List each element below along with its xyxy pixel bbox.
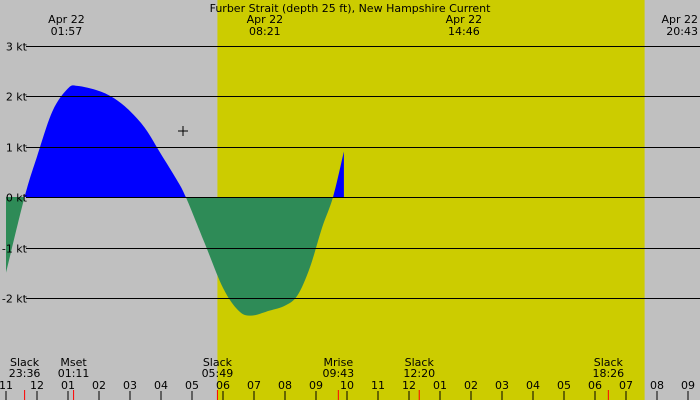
gridlines	[26, 46, 700, 299]
top-label-time: 01:57	[51, 25, 83, 38]
y-tick-label: -2 kt	[2, 293, 28, 306]
top-label-time: 14:46	[448, 25, 480, 38]
hour-tick-label: 04	[526, 379, 540, 392]
event-time: 05:49	[202, 367, 234, 380]
chart-title: Furber Strait (depth 25 ft), New Hampshi…	[210, 2, 491, 15]
hour-tick-label: 05	[185, 379, 199, 392]
hour-tick-label: 09	[309, 379, 323, 392]
flood-current-area	[6, 85, 344, 197]
hour-tick-label: 08	[278, 379, 292, 392]
hour-tick-label: 01	[61, 379, 75, 392]
hour-tick-label: 02	[464, 379, 478, 392]
event-time: 01:11	[58, 367, 90, 380]
hour-tick-label: 03	[495, 379, 509, 392]
hour-tick-label: 11	[371, 379, 385, 392]
top-label-time: 08:21	[249, 25, 281, 38]
event-name: Mrise	[324, 356, 354, 369]
ebb-current-area	[6, 197, 344, 316]
hour-tick-label: 03	[123, 379, 137, 392]
y-axis-labels: 3 kt 2 kt 1 kt 0 kt -1 kt -2 kt	[2, 41, 28, 306]
hour-tick-label: 06	[216, 379, 230, 392]
hour-tick-label: 09	[681, 379, 695, 392]
event-time: 12:20	[403, 367, 435, 380]
current-areas	[6, 85, 344, 316]
event-name: Slack	[594, 356, 624, 369]
hour-tick-label: 06	[588, 379, 602, 392]
hour-tick-label: 07	[247, 379, 261, 392]
hour-tick-label: 02	[92, 379, 106, 392]
event-name: Slack	[203, 356, 233, 369]
top-label-date: Apr 22	[446, 13, 483, 26]
hour-tick-label: 12	[402, 379, 416, 392]
hour-tick-label: 12	[30, 379, 44, 392]
y-tick-label: 2 kt	[6, 91, 28, 104]
hour-tick-label: 04	[154, 379, 168, 392]
top-label-date: Apr 22	[661, 13, 698, 26]
hour-axis: 11 12 01 02 03 04 05 06 07 08 09 10 11 12 01 02 03 04 05 06…	[0, 379, 695, 400]
event-name: Slack	[405, 356, 435, 369]
hour-tick-label: 07	[619, 379, 633, 392]
hour-tick-label: 01	[433, 379, 447, 392]
y-tick-label: 0 kt	[6, 192, 28, 205]
top-label-date: Apr 22	[48, 13, 85, 26]
event-name: Mset	[60, 356, 87, 369]
y-tick-label: -1 kt	[2, 243, 28, 256]
y-tick-label: 1 kt	[6, 142, 28, 155]
cursor-crosshair-icon	[178, 126, 188, 136]
event-time: 23:36	[9, 367, 41, 380]
hour-tick-label: 05	[557, 379, 571, 392]
top-label-time: 20:43	[666, 25, 698, 38]
bottom-event-labels: Slack23:36Mset01:11Slack05:49Mrise09:43S…	[9, 356, 624, 400]
hour-tick-label: 08	[650, 379, 664, 392]
y-tick-label: 3 kt	[6, 41, 28, 54]
top-label-date: Apr 22	[247, 13, 284, 26]
hour-tick-label: 11	[0, 379, 13, 392]
hour-tick-label: 10	[340, 379, 354, 392]
event-name: Slack	[10, 356, 40, 369]
event-time: 09:43	[322, 367, 354, 380]
event-time: 18:26	[592, 367, 624, 380]
